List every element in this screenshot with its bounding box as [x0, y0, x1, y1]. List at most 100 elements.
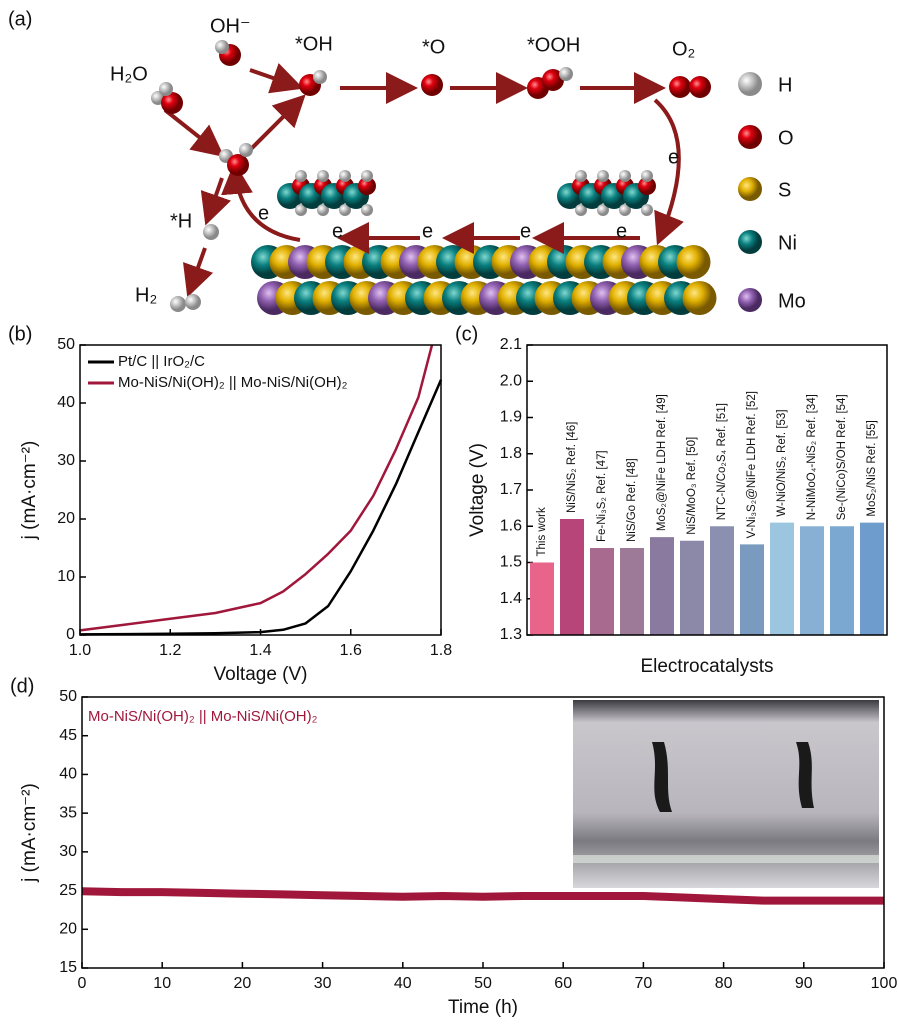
y-tick-label: 20: [57, 510, 75, 527]
atom: [317, 170, 329, 182]
y-tick-label: 30: [59, 843, 77, 860]
bar: [800, 526, 824, 635]
diagram: (a) OH⁻ *OH *O *OOH O₂ H₂O *H H₂ e e e e…: [8, 8, 806, 315]
atom: [641, 204, 653, 216]
bar: [680, 540, 704, 635]
inset-photo: [573, 700, 879, 888]
species-label: O₂: [672, 38, 695, 60]
panel-label: (d): [10, 675, 34, 697]
x-axis-label: Electrocatalysts: [640, 656, 773, 677]
y-tick-label: 10: [57, 568, 75, 585]
bar: [590, 548, 614, 635]
atom: [689, 76, 711, 98]
x-tick-label: 1.4: [249, 642, 271, 659]
atom: [215, 40, 229, 54]
x-tick-label: 10: [153, 975, 171, 992]
bar-label: MoS₂/NiS Ref. [55]: [866, 420, 878, 517]
y-tick-label: 1.8: [500, 445, 522, 462]
x-tick-label: 70: [635, 975, 653, 992]
bar-label: NiS/MoO₃ Ref. [50]: [686, 437, 698, 535]
atom: [161, 92, 183, 114]
atom: [159, 82, 173, 96]
panel-label: (c): [455, 323, 478, 345]
y-axis-label: j (mA·cm⁻²): [19, 441, 40, 541]
atom: [295, 170, 307, 182]
bar-label: This work: [536, 507, 548, 556]
series-line: [79, 344, 434, 632]
panel-label: (a): [8, 8, 32, 30]
legend-label: O: [778, 127, 794, 149]
atom: [619, 170, 631, 182]
species-label: *OOH: [527, 34, 580, 56]
arrows: [163, 63, 684, 298]
atom: [597, 170, 609, 182]
atom: [203, 224, 219, 240]
bar-label: Fe-Ni₃S₂ Ref. [47]: [596, 450, 608, 542]
atom: [361, 204, 373, 216]
bar: [770, 522, 794, 635]
y-tick-label: 0: [66, 626, 75, 643]
x-tick-label: 1.8: [430, 642, 452, 659]
atom: [313, 70, 327, 84]
y-tick-label: 1.9: [500, 409, 522, 426]
atom: [239, 143, 253, 157]
x-axis-label: Time (h): [448, 997, 518, 1018]
bar: [530, 562, 554, 635]
legend-swatch: [738, 230, 762, 254]
x-tick-label: 60: [554, 975, 572, 992]
atom: [597, 204, 609, 216]
atom: [227, 154, 249, 176]
x-axis-label: Voltage (V): [214, 664, 308, 685]
legend-label: Ni: [778, 232, 797, 254]
y-tick-label: 2.1: [500, 336, 522, 353]
y-tick-label: 40: [57, 394, 75, 411]
atom: [638, 177, 656, 195]
legend-label: Mo: [778, 290, 806, 312]
electron-label: e: [616, 220, 627, 242]
x-tick-label: 40: [394, 975, 412, 992]
electrode: [652, 742, 672, 812]
atom: [421, 74, 443, 96]
slab: [251, 170, 717, 315]
bar-label: MoS₂@NiFe LDH Ref. [49]: [656, 394, 668, 531]
species-label: *O: [422, 36, 445, 58]
species-label: *H: [170, 210, 192, 232]
y-tick-label: 15: [59, 959, 77, 976]
bar-label: W-NiO/NiS₂ Ref. [53]: [776, 409, 788, 516]
arrow: [163, 108, 225, 157]
atom: [339, 204, 351, 216]
arrow: [221, 162, 301, 242]
legend-label: H: [778, 74, 792, 96]
atom: [295, 204, 307, 216]
plot-frame: [79, 344, 442, 636]
arrow: [200, 177, 232, 226]
atom: [641, 170, 653, 182]
x-tick-label: 50: [474, 975, 492, 992]
x-tick-label: 100: [871, 975, 898, 992]
atom: [317, 204, 329, 216]
panel-label: (b): [8, 323, 32, 345]
y-tick-label: 1.7: [500, 481, 522, 498]
y-tick-label: 20: [59, 921, 77, 938]
atom: [339, 170, 351, 182]
electrode: [796, 742, 814, 808]
x-tick-label: 0: [78, 975, 87, 992]
y-tick-label: 25: [59, 882, 77, 899]
bar: [860, 522, 884, 635]
y-tick-label: 1.5: [500, 554, 522, 571]
y-tick-label: 50: [59, 688, 77, 705]
x-tick-label: 90: [795, 975, 813, 992]
y-tick-label: 40: [59, 766, 77, 783]
y-axis-label: j (mA·cm⁻²): [19, 783, 40, 883]
water-reflection: [573, 855, 879, 863]
atom: [676, 245, 711, 279]
arrow: [653, 98, 684, 246]
electron-label: e: [422, 220, 433, 242]
bar: [560, 519, 584, 635]
series-line: [79, 379, 443, 636]
legend-label: S: [778, 179, 791, 201]
x-tick-label: 30: [314, 975, 332, 992]
bar: [740, 544, 764, 635]
bar: [620, 548, 644, 635]
atom: [185, 294, 201, 310]
